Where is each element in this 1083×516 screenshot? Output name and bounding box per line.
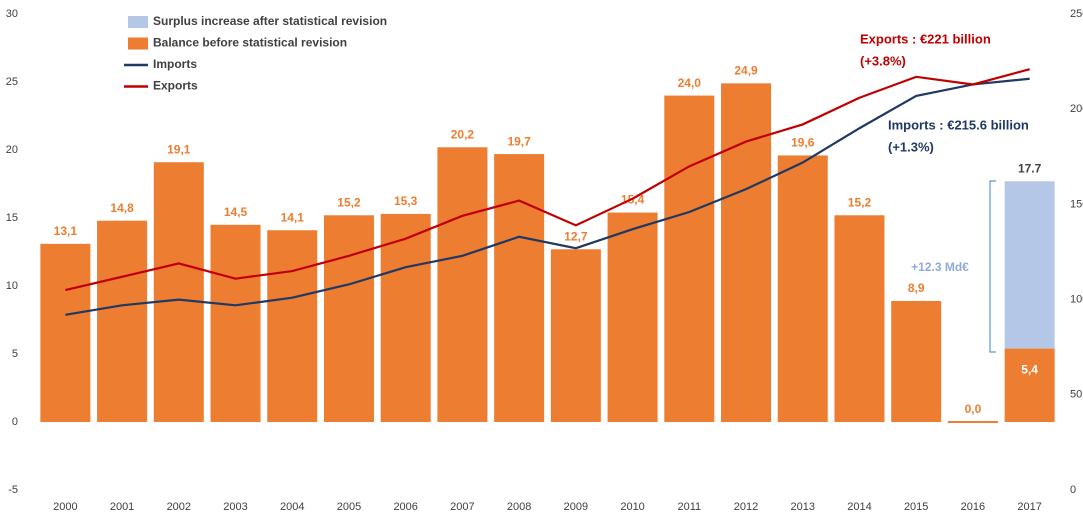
y-tick-label: 30 xyxy=(6,8,18,20)
value-label: 14,8 xyxy=(110,201,134,215)
x-tick-label: 2002 xyxy=(167,501,191,513)
bar xyxy=(437,147,488,422)
x-tick-label: 2005 xyxy=(337,501,361,513)
value-label: 0,0 xyxy=(965,402,982,416)
value-label: 12,7 xyxy=(564,229,588,243)
y2-tick-label: 50 xyxy=(1070,389,1082,401)
imports-change: (+1.3%) xyxy=(888,139,934,154)
bar xyxy=(891,300,942,422)
x-tick-label: 2000 xyxy=(53,501,77,513)
line xyxy=(65,77,1030,316)
line xyxy=(65,68,1030,292)
x-tick-label: 2004 xyxy=(280,501,304,513)
y2-tick-label: 150 xyxy=(1070,198,1083,210)
legend-label: Balance before statistical revision xyxy=(153,36,347,50)
bar xyxy=(834,215,885,422)
bracket xyxy=(989,180,996,353)
x-tick-label: 2014 xyxy=(847,501,871,513)
x-tick-label: 2001 xyxy=(110,501,134,513)
bar xyxy=(323,215,374,422)
exports-change: (+3.8%) xyxy=(860,53,906,68)
x-tick-label: 2009 xyxy=(564,501,588,513)
value-label: 15,2 xyxy=(337,195,361,209)
x-tick-label: 2011 xyxy=(677,501,701,513)
y-tick-label: 5 xyxy=(12,348,18,360)
x-tick-label: 2012 xyxy=(734,501,758,513)
bar-segment xyxy=(1004,181,1055,349)
legend-label: Surplus increase after statistical revis… xyxy=(153,14,387,28)
surplus-annotation: +12.3 Md€ xyxy=(911,260,969,274)
value-label: 19,7 xyxy=(507,134,531,148)
value-label: 24,9 xyxy=(734,64,758,78)
bar xyxy=(267,230,318,422)
bar xyxy=(153,162,204,423)
bar xyxy=(777,155,828,422)
bar xyxy=(550,249,601,422)
x-tick-label: 2017 xyxy=(1017,501,1041,513)
x-tick-label: 2007 xyxy=(450,501,474,513)
x-tick-label: 2008 xyxy=(507,501,531,513)
exports-annotation: Exports : €221 billion xyxy=(860,31,991,46)
y-tick-label: 10 xyxy=(6,280,18,292)
value-label: 15,3 xyxy=(394,194,418,208)
y-tick-label: 0 xyxy=(12,416,18,428)
bar xyxy=(607,212,658,422)
value-label: 19,1 xyxy=(167,142,191,156)
y-tick-label: 25 xyxy=(6,76,18,88)
x-tick-label: 2006 xyxy=(393,501,417,513)
bar xyxy=(380,213,431,422)
value-label: 15,2 xyxy=(848,195,872,209)
x-tick-label: 2013 xyxy=(791,501,815,513)
value-label: 8,9 xyxy=(908,281,925,295)
bar xyxy=(210,224,261,422)
y2-tick-label: 200 xyxy=(1070,103,1083,115)
imports-annotation: Imports : €215.6 billion xyxy=(888,117,1029,132)
bar xyxy=(494,154,545,422)
y-tick-label: 20 xyxy=(6,144,18,156)
bar xyxy=(40,243,91,422)
legend-swatch xyxy=(128,37,148,50)
bar xyxy=(721,83,772,423)
x-tick-label: 2003 xyxy=(223,501,247,513)
y-tick-label: -5 xyxy=(8,484,18,496)
value-label: 5,4 xyxy=(1021,363,1038,377)
y2-tick-label: 100 xyxy=(1070,294,1083,306)
value-label: 24,0 xyxy=(678,76,702,90)
legend-swatch xyxy=(128,16,148,28)
bar xyxy=(1004,348,1055,422)
value-label: 19,6 xyxy=(791,136,815,150)
x-tick-label: 2010 xyxy=(620,501,644,513)
value-label: 14,1 xyxy=(281,210,305,224)
total-label: 17.7 xyxy=(1018,161,1042,175)
legend-label: Imports xyxy=(153,57,197,71)
bar xyxy=(664,95,715,422)
value-label: 20,2 xyxy=(451,127,475,141)
y2-tick-label: 0 xyxy=(1070,484,1076,496)
x-tick-label: 2015 xyxy=(904,501,928,513)
x-tick-label: 2016 xyxy=(961,501,985,513)
legend-label: Exports xyxy=(153,79,198,93)
value-label: 13,1 xyxy=(54,224,78,238)
bar xyxy=(97,220,148,422)
y-tick-label: 15 xyxy=(6,212,18,224)
value-label: 14,5 xyxy=(224,205,248,219)
y2-tick-label: 250 xyxy=(1070,8,1083,20)
